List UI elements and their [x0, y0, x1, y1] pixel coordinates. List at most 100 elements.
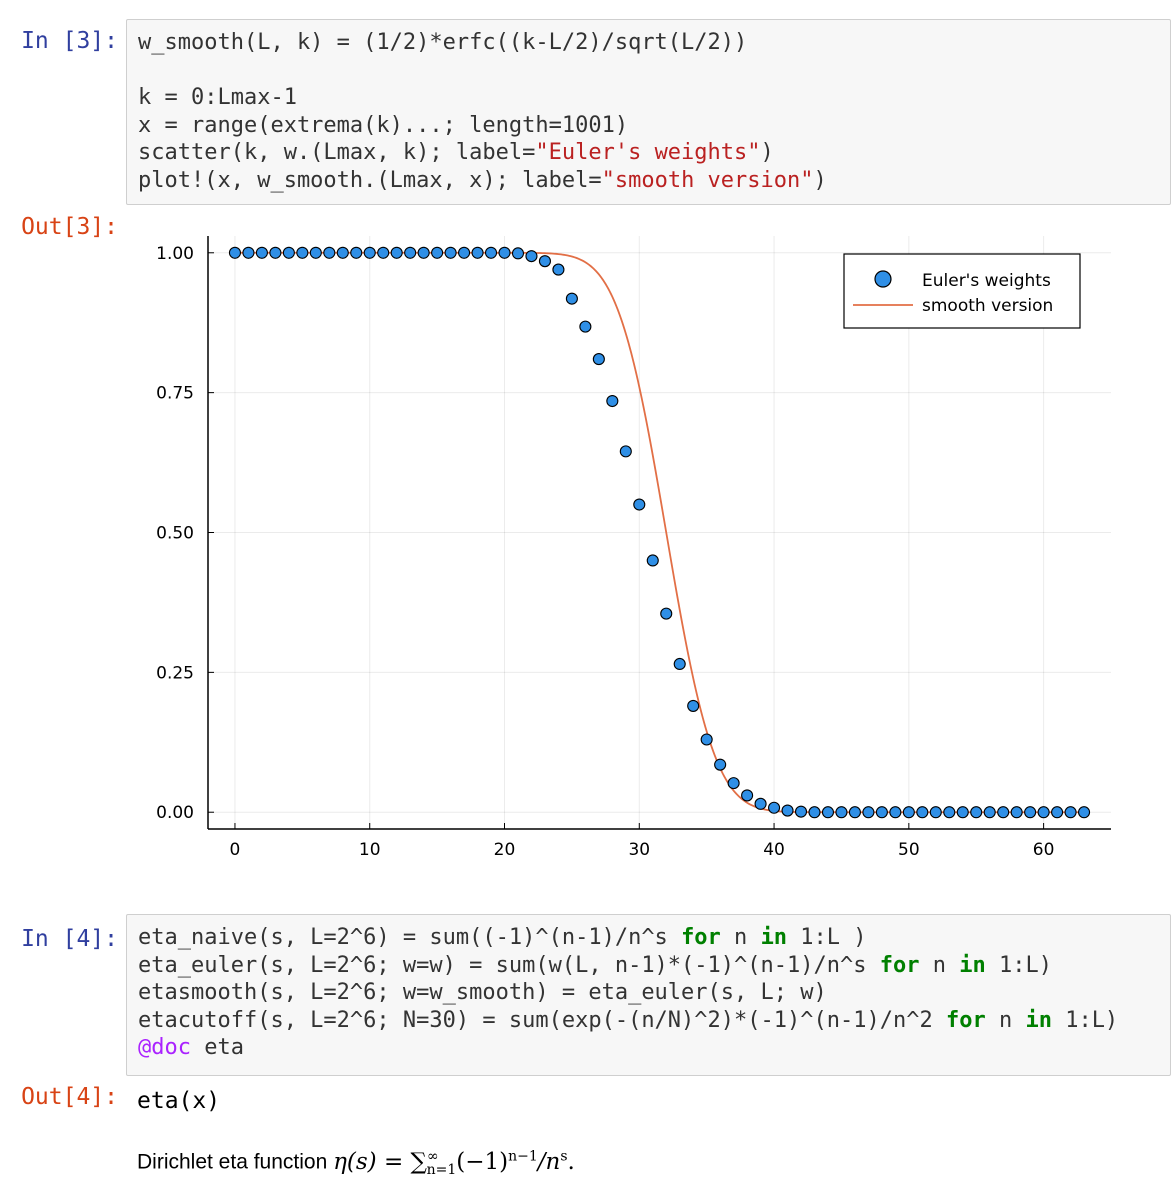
- smooth-version-line: [234, 251, 1085, 814]
- code-token: in: [760, 925, 788, 950]
- euler-weight-point: [579, 320, 592, 333]
- euler-weight-point: [983, 806, 996, 819]
- doc-formula: η(s) = ∑∞n=1(−1)n−1/ns.: [333, 1148, 575, 1178]
- euler-weight-point: [511, 247, 525, 260]
- code-token: "Euler's weights": [535, 140, 761, 166]
- code-token: 1:L): [985, 952, 1052, 978]
- code-line: etasmooth(s, L=2^6; w=w_smooth) = eta_eu…: [138, 979, 1170, 1007]
- y-tick-label: 0.00: [156, 803, 194, 823]
- cell-3-plot-output: 0 10 20 30 40 50 60 0.00 0.25 0.50 0.75 1.00 Euler's…: [126, 218, 1171, 898]
- euler-weight-point: [660, 607, 673, 620]
- euler-weight-point: [282, 246, 295, 259]
- code-token: @doc: [138, 1035, 191, 1061]
- cell-4-output-prompt: Out[4]:: [21, 1084, 118, 1110]
- code-token: eta_naive(s, L=2^6) = sum((-1)^(n-1)/n^s: [138, 925, 682, 950]
- euler-weight-point: [997, 806, 1010, 819]
- euler-weight-point: [323, 246, 336, 259]
- code-token: k = 0:Lmax-1: [138, 85, 297, 111]
- formula-end: .: [567, 1148, 575, 1175]
- euler-weight-point: [821, 806, 835, 819]
- euler-weight-point: [350, 246, 363, 259]
- euler-weight-point: [606, 394, 619, 408]
- euler-weight-point: [431, 246, 444, 259]
- euler-weight-point: [255, 246, 268, 259]
- code-line: k = 0:Lmax-1: [138, 84, 1170, 112]
- doc-signature: eta(x): [137, 1088, 221, 1114]
- euler-weight-point: [1010, 806, 1023, 819]
- euler-weight-point: [1037, 806, 1050, 819]
- legend-box: [843, 253, 1081, 329]
- cell-3-code: w_smooth(L, k) = (1/2)*erfc((k-L/2)/sqrt…: [127, 20, 1170, 195]
- euler-weight-point: [309, 246, 322, 259]
- code-token: w_smooth(L, k) = (1/2)*erfc((k-L/2)/sqrt…: [138, 30, 748, 55]
- code-token: 1:L ): [787, 925, 867, 950]
- code-token: scatter(k, w.(Lmax, k); label=: [138, 140, 536, 166]
- euler-weight-point: [417, 246, 430, 259]
- euler-weight-point: [404, 246, 417, 259]
- code-token: for: [879, 952, 920, 978]
- cell-3-code-editor[interactable]: w_smooth(L, k) = (1/2)*erfc((k-L/2)/sqrt…: [126, 19, 1171, 205]
- code-token: eta: [190, 1035, 244, 1061]
- x-tick-label: 30: [628, 840, 650, 860]
- code-line: eta_naive(s, L=2^6) = sum((-1)^(n-1)/n^s…: [138, 924, 1170, 952]
- code-token: n: [985, 1007, 1026, 1033]
- euler-weight-point: [619, 445, 632, 458]
- euler-weight-point: [633, 498, 646, 511]
- code-line: x = range(extrema(k)...; length=1001): [138, 112, 1170, 140]
- euler-weight-point: [458, 246, 471, 259]
- code-line: etacutoff(s, L=2^6; N=30) = sum(exp(-(n/…: [138, 1007, 1170, 1035]
- weights-plot: 0 10 20 30 40 50 60 0.00 0.25 0.50 0.75 1.00 Euler's…: [156, 236, 1111, 860]
- code-token: "smooth version": [601, 167, 814, 193]
- cell-4-code-editor[interactable]: eta_naive(s, L=2^6) = sum((-1)^(n-1)/n^s…: [126, 914, 1171, 1076]
- code-token: n: [720, 925, 761, 950]
- euler-weight-point: [794, 805, 808, 818]
- euler-weight-point: [228, 246, 242, 259]
- euler-weight-point: [1051, 806, 1064, 819]
- code-line: plot!(x, w_smooth.(Lmax, x); label="smoo…: [138, 167, 1170, 195]
- legend-label-euler-weights: Euler's weights: [922, 271, 1051, 291]
- formula-lhs: η(s) = ∑: [333, 1148, 427, 1175]
- euler-weight-point: [768, 801, 781, 814]
- euler-weight-point: [565, 292, 578, 305]
- code-token: for: [945, 1007, 986, 1033]
- euler-weight-point: [687, 699, 700, 712]
- euler-weight-point: [956, 806, 969, 819]
- code-line: eta_euler(s, L=2^6; w=w) = sum(w(L, n-1)…: [138, 952, 1170, 980]
- code-line: scatter(k, w.(Lmax, k); label="Euler's w…: [138, 139, 1170, 167]
- y-tick-label: 0.75: [156, 384, 194, 404]
- euler-weight-point: [1024, 806, 1037, 819]
- x-tick-label: 50: [898, 840, 920, 860]
- euler-weight-point: [916, 806, 929, 819]
- x-tick-label: 40: [763, 840, 785, 860]
- euler-weight-point: [741, 789, 754, 802]
- euler-weight-point: [363, 246, 376, 259]
- euler-weight-point: [902, 806, 915, 819]
- formula-exp: n−1: [508, 1148, 538, 1164]
- code-line: w_smooth(L, k) = (1/2)*erfc((k-L/2)/sqrt…: [138, 29, 1170, 57]
- euler-weight-point: [700, 733, 713, 746]
- euler-weight-point: [336, 246, 349, 259]
- euler-weight-point: [390, 246, 403, 259]
- euler-weight-point: [848, 806, 861, 819]
- code-token: for: [681, 925, 721, 950]
- euler-weight-point: [727, 777, 740, 790]
- euler-weight-point: [444, 246, 457, 259]
- euler-weight-point: [862, 806, 875, 819]
- code-token: ): [760, 140, 774, 166]
- legend-marker-scatter: [874, 270, 892, 288]
- euler-weight-point: [377, 246, 390, 259]
- code-token: etacutoff(s, L=2^6; N=30) = sum(exp(-(n/…: [138, 1007, 946, 1033]
- euler-weight-point: [552, 263, 565, 276]
- euler-weight-point: [498, 246, 511, 259]
- code-token: 1:L): [1051, 1007, 1119, 1033]
- code-line: [138, 57, 1170, 85]
- formula-mid: (−1): [456, 1148, 509, 1175]
- euler-weight-point: [781, 804, 794, 817]
- code-token: n: [919, 952, 960, 978]
- formula-exp2: s: [560, 1148, 568, 1164]
- euler-weight-point: [808, 806, 821, 819]
- x-tick-label: 60: [1033, 840, 1055, 860]
- cell-3-output-prompt: Out[3]:: [21, 214, 118, 240]
- doc-text-prefix: Dirichlet eta function: [137, 1150, 334, 1174]
- code-token: eta_euler(s, L=2^6; w=w) = sum(w(L, n-1)…: [138, 952, 880, 978]
